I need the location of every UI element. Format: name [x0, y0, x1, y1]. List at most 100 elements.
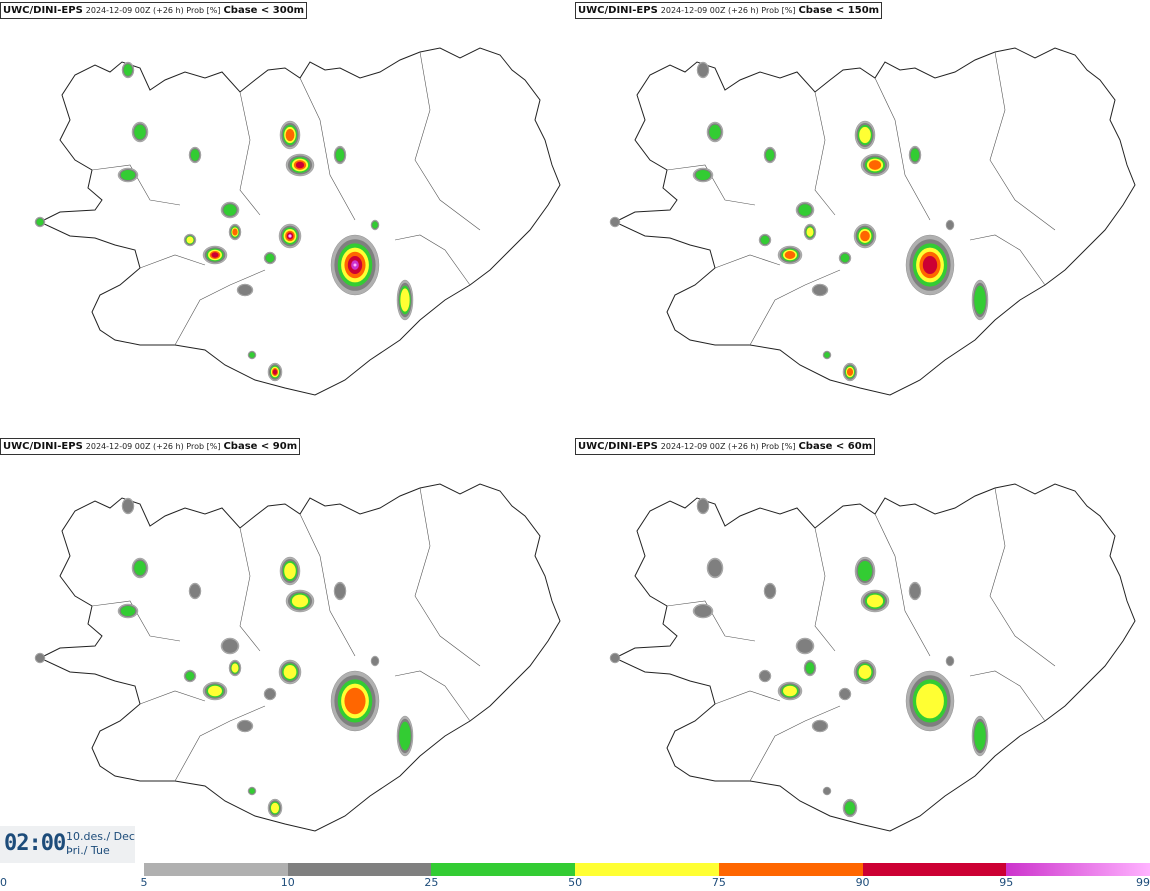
probability-contour	[399, 721, 411, 751]
probability-area	[228, 659, 242, 677]
probability-contour	[839, 688, 851, 700]
region-boundary	[394, 234, 471, 286]
region-boundary	[414, 51, 481, 231]
probability-area	[183, 669, 197, 683]
probability-area	[236, 719, 254, 733]
region-boundary	[91, 164, 181, 206]
probability-area	[838, 687, 852, 701]
probability-contour	[840, 253, 850, 263]
probability-area	[220, 637, 240, 655]
probability-contour	[798, 204, 812, 216]
probability-contour	[695, 169, 711, 181]
probability-area	[945, 219, 955, 231]
coastline	[613, 483, 1136, 832]
model-name: UWC/DINI-EPS	[3, 5, 83, 16]
probability-contour	[824, 352, 830, 358]
probability-contour	[288, 234, 292, 238]
probability-contour	[946, 656, 954, 666]
probability-contour	[238, 284, 252, 296]
probability-contour	[122, 499, 134, 513]
probability-area	[692, 603, 714, 619]
probability-contour	[760, 235, 770, 245]
probability-area	[811, 283, 829, 297]
probability-area	[278, 659, 302, 685]
colorbar-ticks: 0 5 10 25 50 75 90 95 99	[0, 876, 1150, 891]
probability-contour	[974, 285, 986, 315]
region-boundary	[139, 690, 206, 705]
probability-area	[803, 223, 817, 241]
probability-area	[692, 167, 714, 183]
probability-area	[285, 153, 315, 177]
probability-contour	[270, 802, 280, 814]
valid-time: 02:00	[4, 831, 66, 856]
region-boundary	[969, 670, 1046, 722]
probability-area	[279, 120, 301, 150]
probability-contour	[344, 687, 366, 715]
model-name: UWC/DINI-EPS	[3, 441, 83, 452]
probability-contour	[909, 583, 921, 599]
probability-area	[758, 233, 772, 247]
panel-title: UWC/DINI-EPS 2024-12-09 00Z (+26 h) Prob…	[575, 2, 883, 19]
colorbar-tick-label: 0	[0, 876, 7, 889]
region-boundary	[714, 690, 781, 705]
colorbar-tick-label: 10	[280, 876, 295, 889]
region-boundary	[714, 254, 781, 269]
probability-area	[263, 251, 277, 265]
probability-contour	[232, 228, 238, 236]
probability-contour	[806, 227, 814, 237]
probability-contour	[264, 688, 276, 700]
probability-contour	[922, 256, 938, 274]
colorbar-segment	[718, 863, 863, 876]
probability-contour	[709, 124, 721, 140]
probability-contour	[813, 284, 827, 296]
probability-area	[905, 234, 955, 296]
probability-area	[117, 167, 139, 183]
iceland-map	[609, 483, 1136, 832]
probability-area	[905, 670, 955, 732]
region-boundary	[666, 600, 756, 642]
probability-contour	[857, 560, 873, 582]
colorbar-segment	[144, 863, 288, 876]
probability-area	[854, 120, 876, 150]
probability-contour	[813, 720, 827, 732]
probability-area	[333, 145, 347, 165]
probability-contour	[120, 605, 136, 617]
map-panel-cbase-150: UWC/DINI-EPS 2024-12-09 00Z (+26 h) Prob…	[575, 0, 1150, 436]
probability-contour	[291, 594, 309, 608]
probability-area	[609, 652, 621, 664]
probability-area	[777, 245, 803, 265]
probability-area	[202, 245, 228, 265]
probability-area	[795, 201, 815, 219]
probability-area	[811, 719, 829, 733]
probability-area	[131, 557, 149, 579]
probability-area	[908, 581, 922, 601]
probability-area	[706, 557, 724, 579]
probability-contour	[797, 639, 813, 653]
probability-contour	[866, 594, 884, 608]
probability-area	[202, 681, 228, 701]
probability-area	[236, 283, 254, 297]
probability-contour	[295, 161, 305, 169]
colorbar-segment	[575, 863, 719, 876]
probability-contour	[783, 685, 797, 697]
probability-area	[706, 121, 724, 143]
probability-area	[121, 61, 135, 79]
probability-contour	[335, 148, 345, 162]
probability-contour	[916, 683, 944, 719]
probability-contour	[759, 670, 771, 682]
probability-area	[279, 556, 301, 586]
probability-contour	[946, 220, 954, 230]
probability-contour	[265, 253, 275, 263]
probability-area	[117, 603, 139, 619]
coastline	[38, 47, 561, 396]
probability-contour	[858, 665, 872, 679]
probability-area	[696, 497, 710, 515]
probability-area	[263, 687, 277, 701]
probability-area	[803, 659, 817, 677]
region-boundary	[91, 600, 181, 642]
colorbar-tick-label: 25	[424, 876, 439, 889]
region-boundary	[874, 513, 931, 657]
probability-area	[188, 146, 202, 164]
probability-area	[838, 251, 852, 265]
iceland-map	[609, 47, 1136, 396]
